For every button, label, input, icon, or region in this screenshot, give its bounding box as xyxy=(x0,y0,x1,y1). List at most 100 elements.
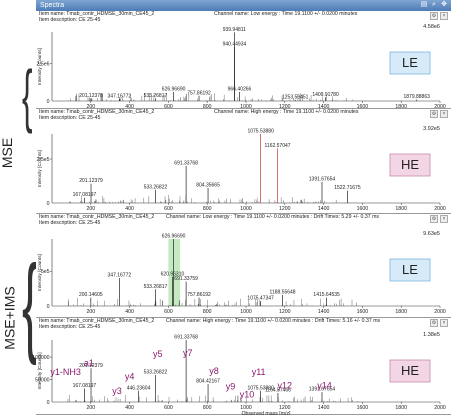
x-tick-label: 1400 xyxy=(318,309,330,315)
x-tick-label: 800 xyxy=(203,104,212,110)
spectra-window: Spectra ▤ ⌕ ✥ Item name: Tmab_contr_HDMS… xyxy=(32,0,451,415)
peak-label: 201.12378 xyxy=(79,93,103,99)
y-tick-label: 2.5e5 xyxy=(37,157,50,163)
x-tick-label: 200 xyxy=(86,104,95,110)
x-tick-label: 800 xyxy=(203,206,212,212)
peak-label: 1409.91780 xyxy=(312,92,339,98)
fragment-ion-label: a1 xyxy=(84,358,94,368)
y-axis-label: Intensity [Counts] xyxy=(37,254,43,291)
panel-close-icon[interactable]: × xyxy=(440,215,448,223)
panel-settings-icon[interactable]: ⚙ xyxy=(430,215,438,223)
max-intensity-label: 1.38e5 xyxy=(423,332,440,338)
panel-toolbar: ⚙ × xyxy=(430,319,448,327)
peak-label: 691.33759 xyxy=(174,276,198,282)
fragment-ion-label: y8 xyxy=(209,366,219,376)
panel-separator xyxy=(36,213,451,214)
x-tick-label: 1000 xyxy=(240,206,252,212)
spectrum-chart: 9.63e5 Intensity [Counts]5e5 0 200 400 600 800… xyxy=(37,231,446,315)
toolbar-export-icon[interactable]: ▤ xyxy=(420,1,428,8)
x-tick-label: 1400 xyxy=(318,104,330,110)
peak-label: 201.12379 xyxy=(79,178,103,184)
panel-settings-icon[interactable]: ⚙ xyxy=(430,110,438,118)
x-tick-label: 400 xyxy=(125,206,134,212)
fragment-ion-label: y12 xyxy=(278,381,293,391)
x-tick-label: 1200 xyxy=(279,405,291,411)
spectrum-panel-4: Item name: Tmab_contr_HDMSE_30min_CE45_2… xyxy=(32,318,451,415)
spectrum-noise xyxy=(69,195,358,203)
peak-label: 1879.88863 xyxy=(403,94,430,100)
y-tick-label: 0 xyxy=(47,400,50,406)
fragment-ion-label: y14 xyxy=(317,381,332,391)
peak-label: 1075.53880 xyxy=(247,385,274,391)
fragment-ion-label: y7 xyxy=(183,348,193,358)
peak-label: 1075.47347 xyxy=(247,296,274,302)
x-tick-label: 2000 xyxy=(434,405,446,411)
spectrum-panel-1: Item name: Tmab_contr_HDMSE_30min_CE45_2… xyxy=(36,11,451,110)
x-tick-label: 1600 xyxy=(357,309,369,315)
fragment-ion-label: y10 xyxy=(240,390,255,400)
side-label-mse: MSE xyxy=(0,137,16,169)
peak-label: 1075.53880 xyxy=(247,129,274,135)
x-tick-label: 600 xyxy=(164,104,173,110)
x-tick-label: 1400 xyxy=(318,206,330,212)
x-tick-label: 1800 xyxy=(395,309,407,315)
peak-label: 1522.71675 xyxy=(334,185,361,191)
peak-label: 167.08197 xyxy=(73,383,97,389)
y-axis-label: Intensity [Counts] xyxy=(37,352,43,389)
fragment-ion-label: y4 xyxy=(125,372,135,382)
panel-channel-name: Channel name: Low energy : Time 19.1100 … xyxy=(214,11,358,17)
fragment-ion-label: y11 xyxy=(252,367,266,377)
peak-label: 940.44934 xyxy=(223,42,247,48)
panel-channel-name: Channel name: High energy : Time 19.1100… xyxy=(166,318,381,324)
x-tick-label: 1800 xyxy=(395,405,407,411)
window-titlebar: Spectra ▤ ⌕ ✥ xyxy=(36,0,451,11)
x-tick-label: 400 xyxy=(125,104,134,110)
energy-badge-label: HE xyxy=(401,157,419,172)
panel-settings-icon[interactable]: ⚙ xyxy=(430,319,438,327)
peak-label: 626.96690 xyxy=(162,234,186,240)
spectrum-noise xyxy=(68,297,357,306)
peak-label: 1164.57466 xyxy=(265,388,291,394)
x-tick-label: 200 xyxy=(86,206,95,212)
x-tick-label: 200 xyxy=(86,405,95,411)
peak-label: 533.26822 xyxy=(144,184,168,190)
peak-label: 620.96310 xyxy=(161,271,185,277)
y-tick-label: 5e5 xyxy=(41,269,50,275)
energy-badge xyxy=(389,359,431,383)
peak-label: 446.23604 xyxy=(127,385,151,391)
x-tick-label: 1200 xyxy=(279,309,291,315)
panel-toolbar: ⚙ × xyxy=(430,110,448,118)
spectrum-chart: 4.58e6 Intensity [Counts]2.5e6 0 200 400 600 8… xyxy=(37,24,446,110)
panel-close-icon[interactable]: × xyxy=(440,110,448,118)
peak-label: 201.12379 xyxy=(79,363,103,369)
toolbar-zoom-icon[interactable]: ⌕ xyxy=(432,1,436,8)
energy-badge xyxy=(389,258,431,282)
spectrum-chart: 1.38e5 Intensity [Counts]50000 100000 0 200 4… xyxy=(32,332,446,415)
y-tick-label: 50000 xyxy=(35,377,50,383)
peak-label: 1162.57047 xyxy=(265,143,291,149)
peak-label: 626.96690 xyxy=(162,87,186,93)
peak-label: 757.86192 xyxy=(187,292,211,298)
panel-item-description: Item description: CE 25-45 xyxy=(39,220,101,226)
spectrum-chart: 3.92e5 Intensity [Counts]2.5e5 0 200 400 600 8… xyxy=(37,126,446,212)
spectrum-noise xyxy=(67,394,358,402)
panel-separator xyxy=(36,317,451,318)
panel-settings-icon[interactable]: ⚙ xyxy=(430,12,438,20)
fragment-ion-label: y1-NH3 xyxy=(50,367,81,377)
max-intensity-label: 3.92e5 xyxy=(423,126,440,132)
x-tick-label: 800 xyxy=(203,309,212,315)
max-intensity-label: 4.58e6 xyxy=(423,24,440,30)
peak-label: 1188.55648 xyxy=(270,289,296,295)
toolbar-pan-icon[interactable]: ✥ xyxy=(441,1,447,8)
x-tick-label: 1600 xyxy=(357,405,369,411)
energy-badge-label: LE xyxy=(402,262,418,277)
x-tick-label: 1200 xyxy=(279,206,291,212)
x-tick-label: 2000 xyxy=(434,206,446,212)
panel-item-description: Item description: CE 25-45 xyxy=(39,324,101,330)
panel-close-icon[interactable]: × xyxy=(440,319,448,327)
x-axis-label: Observed mass [m/z] xyxy=(241,411,291,415)
panel-item-name: Item name: Tmab_contr_HDMSE_30min_CE45_2 xyxy=(39,214,155,220)
side-label-mse-ims: MSE+IMS xyxy=(1,286,18,350)
panel-close-icon[interactable]: × xyxy=(440,12,448,20)
peak-label: 1415.64535 xyxy=(313,292,340,298)
